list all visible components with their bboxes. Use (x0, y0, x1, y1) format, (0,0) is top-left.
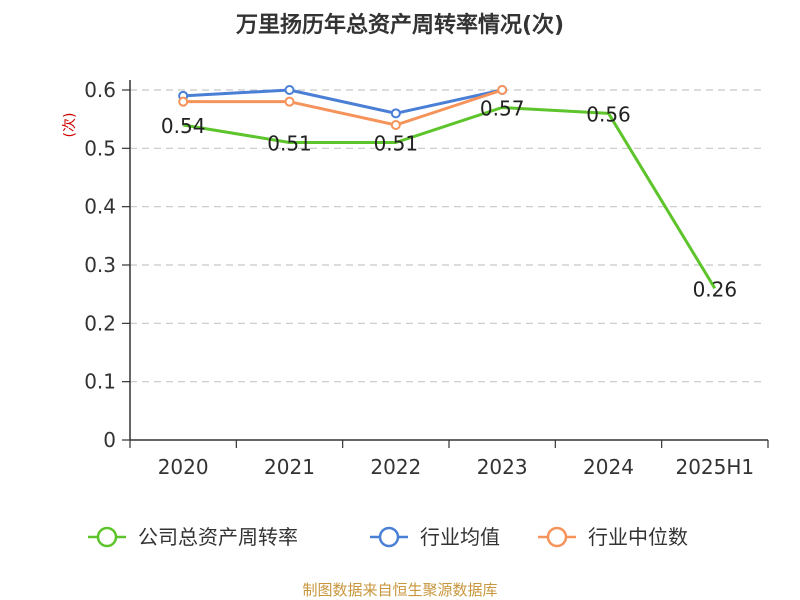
x-tick-label: 2024 (583, 455, 634, 479)
x-tick-label: 2025H1 (675, 455, 754, 479)
x-tick-label: 2020 (158, 455, 209, 479)
legend-entry: 行业中位数 (588, 525, 688, 549)
legend-entry: 行业均值 (420, 525, 500, 549)
data-labels: 0.54 0.51 0.51 0.57 0.56 0.26 (161, 97, 737, 302)
data-label: 0.54 (161, 114, 206, 138)
source-note: 制图数据来自恒生聚源数据库 (302, 581, 497, 599)
gridlines (130, 89, 762, 383)
series-group (178, 85, 717, 290)
series-line (183, 88, 503, 115)
x-tick-label: 2023 (477, 455, 528, 479)
legend-swatch-marker (378, 526, 400, 548)
series-point (284, 96, 295, 107)
data-label: 0.51 (374, 132, 419, 156)
legend: 公司总资产周转率 行业均值 行业中位数 (88, 525, 688, 549)
x-tick-label: 2022 (370, 455, 421, 479)
series-point (497, 85, 508, 95)
y-axis-label: (次) (62, 113, 78, 138)
legend-entry: 公司总资产周转率 (138, 525, 298, 549)
y-tick-label: 0.3 (84, 253, 116, 277)
data-label: 0.26 (693, 277, 738, 301)
x-tick-labels: 2020 2021 2022 2023 2024 2025H1 (158, 455, 754, 479)
data-label: 0.57 (480, 97, 525, 121)
y-tick-label: 0.6 (84, 78, 116, 102)
y-tick-label: 0.5 (84, 136, 116, 160)
series-point (284, 85, 295, 95)
axes (122, 80, 769, 448)
y-tick-label: 0 (103, 428, 116, 452)
y-tick-label: 0.1 (84, 370, 116, 394)
series-point (178, 96, 189, 107)
y-tick-label: 0.2 (84, 311, 116, 335)
chart-title: 万里扬历年总资产周转率情况(次) (235, 12, 564, 38)
legend-swatch-marker (546, 526, 568, 548)
y-tick-labels: 0 0.1 0.2 0.3 0.4 0.5 0.6 (84, 78, 116, 452)
y-tick-label: 0.4 (84, 195, 116, 219)
x-tick-label: 2021 (264, 455, 315, 479)
data-label: 0.56 (586, 102, 631, 126)
data-label: 0.51 (267, 132, 312, 156)
series-line (183, 88, 503, 127)
series-line (182, 106, 717, 290)
legend-swatch-marker (96, 526, 118, 548)
series-point (390, 120, 401, 130)
series-point (390, 108, 401, 119)
